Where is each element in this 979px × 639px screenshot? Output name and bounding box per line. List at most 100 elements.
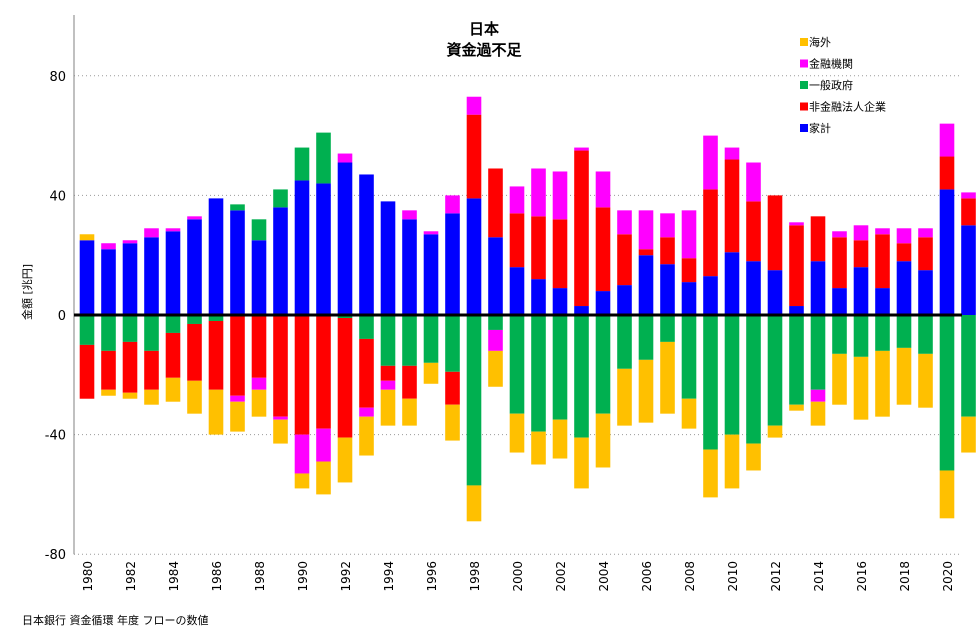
x-tick-label: 2012	[769, 561, 783, 592]
bar-segment	[79, 234, 95, 241]
bar-segment	[273, 207, 288, 315]
bar-segment	[402, 219, 417, 315]
bar-segment	[402, 398, 417, 426]
y-tick-label: 40	[49, 189, 66, 204]
bar-segment	[574, 147, 589, 151]
bar-segment	[595, 315, 611, 414]
bar-segment	[810, 261, 826, 315]
bar-segment	[810, 315, 826, 390]
bar-segment	[144, 350, 159, 390]
bar-segment	[918, 315, 933, 354]
bar-segment	[101, 249, 116, 315]
bar-segment	[187, 216, 202, 220]
bar-segment	[552, 288, 568, 315]
bar-segment	[531, 315, 546, 432]
y-tick-label: 0	[58, 309, 66, 324]
y-tick-label: 80	[49, 70, 66, 85]
bar-segment	[681, 258, 697, 283]
bar-segment	[359, 174, 374, 315]
bar-segment	[789, 222, 804, 226]
bar-segment	[208, 315, 224, 321]
bar-segment	[359, 416, 374, 456]
bar-segment	[488, 168, 503, 238]
bar-segment	[337, 317, 353, 438]
bar-segment	[832, 315, 847, 354]
bar-segment	[875, 234, 890, 289]
bar-segment	[660, 213, 675, 238]
bar-segment	[703, 189, 718, 277]
legend-label: 一般政府	[809, 78, 853, 92]
y-tick-labels: -80 -40 0 40 80	[45, 70, 66, 563]
x-tick-label: 2018	[898, 561, 912, 592]
bar-segment	[294, 315, 310, 435]
bar-segment	[187, 219, 202, 315]
bar-segment	[208, 320, 224, 390]
bar-segment	[488, 350, 503, 387]
bar-segment	[251, 377, 267, 390]
bar-segment	[617, 234, 632, 286]
bar-segment	[509, 267, 525, 315]
bar-segment	[638, 315, 654, 360]
bar-segment	[595, 291, 611, 315]
bar-segment	[853, 225, 869, 241]
bar-segment	[230, 210, 245, 315]
bar-segment	[359, 338, 374, 408]
x-tick-label: 2000	[511, 561, 525, 592]
bar-segment	[273, 416, 288, 420]
bar-segment	[165, 332, 181, 378]
bar-segment	[273, 419, 288, 444]
legend-label: 金融機関	[809, 57, 853, 71]
x-tick-label: 1986	[210, 561, 224, 592]
x-tick-label: 1988	[253, 561, 267, 592]
bar-segment	[187, 323, 202, 381]
bar-segment	[165, 315, 181, 333]
bar-segment	[681, 398, 697, 429]
chart-title: 日本	[469, 20, 499, 38]
x-tick-label: 2010	[726, 561, 740, 592]
bar-segment	[273, 189, 288, 208]
x-tick-label: 2002	[554, 561, 568, 592]
bar-segment	[767, 315, 783, 426]
bar-segment	[466, 96, 482, 115]
bar-segment	[122, 243, 138, 315]
bar-segment	[316, 132, 331, 184]
bar-segment	[230, 204, 245, 211]
bar-segment	[273, 315, 288, 417]
bar-segment	[251, 240, 267, 315]
bar-segment	[488, 315, 503, 330]
x-tick-label: 2006	[640, 561, 654, 592]
x-tick-label: 1998	[468, 561, 482, 592]
bar-segment	[853, 356, 869, 420]
bar-segment	[509, 315, 525, 414]
bar-segment	[961, 225, 976, 315]
bar-segment	[531, 431, 546, 465]
y-axis-label: 金額 [兆円]	[20, 264, 34, 320]
y-tick-label: -40	[45, 429, 66, 444]
bar-segment	[617, 315, 632, 369]
bar-segment	[79, 240, 95, 315]
bar-segment	[918, 270, 933, 315]
bar-segment	[165, 377, 181, 402]
bar-segment	[466, 114, 482, 199]
source-note: 日本銀行 資金循環 年度 フローの数値	[22, 614, 209, 627]
bar-segment	[681, 315, 697, 399]
bar-segment	[574, 437, 589, 489]
x-tick-label: 2020	[941, 561, 955, 592]
x-tick-label: 1990	[296, 561, 310, 592]
bar-segment	[961, 416, 976, 453]
bar-segment	[681, 210, 697, 259]
bar-segment	[660, 341, 675, 414]
bar-segment	[380, 380, 396, 390]
chart-subtitle: 資金過不足	[446, 41, 522, 59]
bar-segment	[165, 228, 181, 232]
bar-segment	[638, 210, 654, 250]
bar-segment	[552, 219, 568, 289]
bar-segment	[574, 315, 589, 438]
bar-segment	[810, 401, 826, 426]
bar-segment	[789, 306, 804, 315]
bar-segment	[574, 306, 589, 315]
bar-segment	[337, 437, 353, 483]
bar-segment	[251, 219, 267, 241]
